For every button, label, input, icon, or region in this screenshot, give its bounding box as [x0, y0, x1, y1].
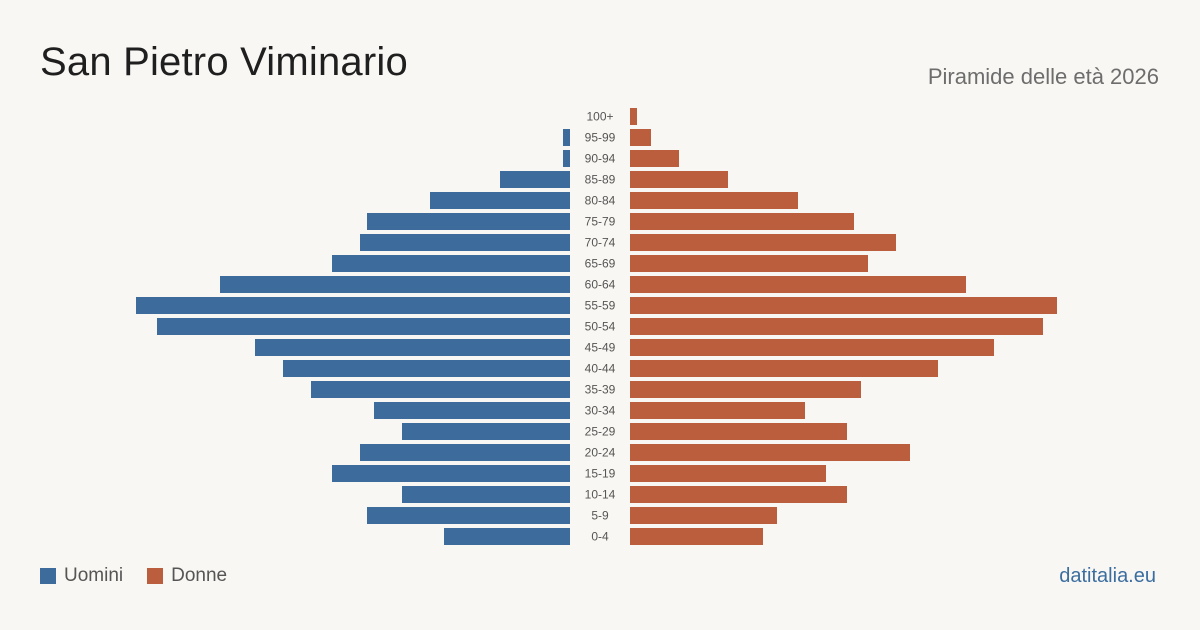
bar-men-80-84 [430, 192, 570, 209]
bar-women-10-14 [630, 486, 847, 503]
age-label-60-64: 60-64 [585, 278, 616, 292]
age-label-90-94: 90-94 [585, 152, 616, 166]
bar-men-65-69 [332, 255, 570, 272]
age-label-5-9: 5-9 [591, 509, 609, 523]
bar-men-40-44 [283, 360, 570, 377]
age-label-0-4: 0-4 [591, 530, 609, 544]
bar-men-10-14 [402, 486, 570, 503]
bar-women-85-89 [630, 171, 728, 188]
bar-women-5-9 [630, 507, 777, 524]
legend: Uomini Donne [40, 565, 227, 587]
bar-women-80-84 [630, 192, 798, 209]
bar-women-45-49 [630, 339, 994, 356]
bar-men-70-74 [360, 234, 570, 251]
bar-women-55-59 [630, 297, 1057, 314]
legend-swatch-men [40, 568, 56, 584]
age-label-50-54: 50-54 [585, 320, 616, 334]
bar-women-20-24 [630, 444, 910, 461]
page-title: San Pietro Viminario [40, 40, 408, 84]
bar-women-95-99 [630, 129, 651, 146]
age-label-30-34: 30-34 [585, 404, 616, 418]
age-label-100+: 100+ [586, 110, 613, 124]
bar-women-65-69 [630, 255, 868, 272]
bar-women-30-34 [630, 402, 805, 419]
bar-women-35-39 [630, 381, 861, 398]
age-label-65-69: 65-69 [585, 257, 616, 271]
bar-women-90-94 [630, 150, 679, 167]
age-label-45-49: 45-49 [585, 341, 616, 355]
bar-men-60-64 [220, 276, 570, 293]
age-label-70-74: 70-74 [585, 236, 616, 250]
age-label-95-99: 95-99 [585, 131, 616, 145]
bar-men-45-49 [255, 339, 570, 356]
legend-swatch-women [147, 568, 164, 584]
bar-women-75-79 [630, 213, 854, 230]
bar-women-70-74 [630, 234, 896, 251]
age-label-55-59: 55-59 [585, 299, 616, 313]
age-label-10-14: 10-14 [585, 488, 616, 502]
age-label-15-19: 15-19 [585, 467, 616, 481]
bar-women-50-54 [630, 318, 1043, 335]
bar-women-0-4 [630, 528, 763, 545]
age-label-20-24: 20-24 [585, 446, 616, 460]
legend-item-women: Donne [147, 565, 227, 587]
age-label-80-84: 80-84 [585, 194, 616, 208]
chart-subtitle: Piramide delle età 2026 [927, 64, 1159, 89]
bar-women-15-19 [630, 465, 826, 482]
bar-women-40-44 [630, 360, 938, 377]
age-label-25-29: 25-29 [585, 425, 616, 439]
bar-men-95-99 [563, 129, 570, 146]
bar-men-0-4 [444, 528, 570, 545]
age-label-75-79: 75-79 [585, 215, 616, 229]
bar-men-75-79 [367, 213, 570, 230]
bar-men-50-54 [157, 318, 570, 335]
age-label-40-44: 40-44 [585, 362, 616, 376]
bar-men-25-29 [402, 423, 570, 440]
legend-label-men: Uomini [64, 565, 124, 586]
legend-item-men: Uomini [40, 565, 123, 587]
bar-men-55-59 [136, 297, 570, 314]
bar-men-5-9 [367, 507, 570, 524]
bar-men-30-34 [374, 402, 570, 419]
bar-women-60-64 [630, 276, 966, 293]
bar-men-85-89 [500, 171, 570, 188]
bar-women-100+ [630, 108, 637, 125]
age-label-35-39: 35-39 [585, 383, 616, 397]
brand-link[interactable]: datitalia.eu [1059, 565, 1156, 587]
bar-women-25-29 [630, 423, 847, 440]
bar-men-90-94 [563, 150, 570, 167]
bar-men-35-39 [311, 381, 570, 398]
bar-men-15-19 [332, 465, 570, 482]
age-label-85-89: 85-89 [585, 173, 616, 187]
legend-label-women: Donne [171, 565, 228, 586]
bar-men-20-24 [360, 444, 570, 461]
